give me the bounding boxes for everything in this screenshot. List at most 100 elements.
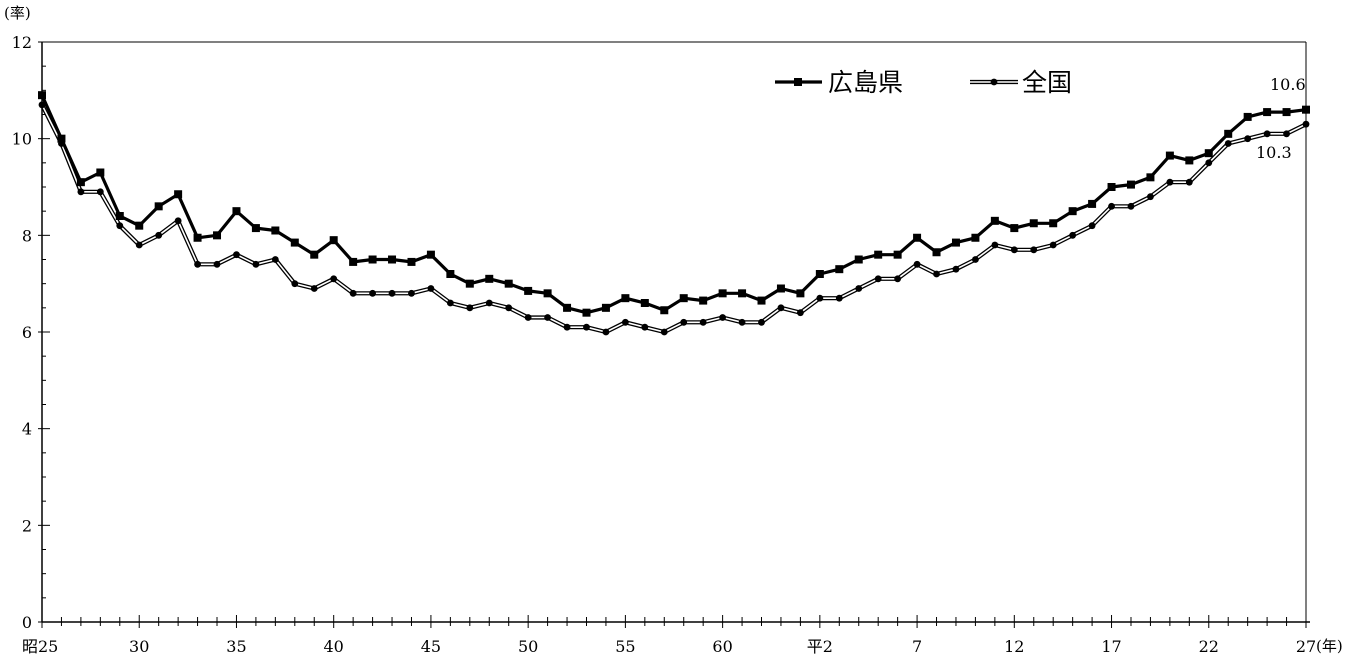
data-point: [96, 188, 104, 196]
data-point: [194, 260, 201, 268]
data-point: [135, 241, 143, 249]
data-point: [213, 231, 222, 240]
data-point: [758, 318, 765, 326]
data-point: [154, 202, 163, 211]
data-point: [699, 296, 708, 305]
data-point: [933, 270, 940, 278]
data-point: [426, 250, 435, 259]
data-point: [1166, 178, 1174, 186]
x-tick-label: 50: [518, 637, 538, 656]
data-point: [116, 222, 124, 230]
data-point: [1127, 202, 1135, 210]
data-point: [427, 285, 435, 292]
x-tick-label: 昭25: [22, 637, 58, 656]
data-point: [1088, 199, 1097, 208]
data-point: [310, 250, 319, 259]
data-point: [660, 306, 669, 315]
data-point: [972, 256, 979, 263]
data-point: [776, 284, 785, 293]
data-point: [1049, 241, 1057, 249]
labels: 10.6 10.3: [1256, 75, 1306, 162]
data-point: [874, 250, 883, 259]
data-point: [57, 134, 66, 143]
data-point: [96, 168, 105, 177]
legend-label: 広島県: [828, 68, 903, 97]
data-point: [718, 289, 727, 298]
x-tick-label: 55: [615, 637, 635, 656]
series-layer: [38, 91, 1310, 336]
data-point: [893, 250, 902, 259]
legend-label: 全国: [1022, 68, 1072, 97]
data-point: [990, 216, 999, 225]
data-point: [913, 260, 921, 268]
y-tick-label: 10: [12, 130, 32, 149]
x-tick-label: 17: [1101, 637, 1121, 656]
data-point: [543, 289, 552, 298]
data-point: [1244, 135, 1252, 143]
data-point: [1029, 219, 1038, 228]
data-point: [563, 323, 571, 331]
data-point: [757, 296, 766, 305]
data-point: [1068, 207, 1077, 216]
y-tick-label: 2: [22, 516, 32, 535]
x-tick-label: 7: [912, 637, 922, 656]
series-hiroshima: [38, 91, 1310, 317]
data-point: [524, 286, 533, 295]
data-point: [174, 217, 182, 225]
data-point: [738, 289, 747, 298]
data-point: [1224, 140, 1232, 147]
data-point: [1263, 108, 1272, 117]
x-tick-label: 12: [1004, 637, 1024, 656]
x-axis-unit: (年): [1316, 637, 1343, 655]
y-tick-label: 6: [22, 323, 32, 342]
data-point: [544, 314, 551, 321]
data-point: [465, 279, 474, 288]
x-tick-label: 平2: [807, 637, 833, 656]
legend-swatch-marker: [794, 78, 802, 86]
data-point: [233, 251, 240, 259]
data-point: [193, 233, 202, 242]
data-point: [1224, 129, 1233, 138]
data-point: [213, 260, 221, 268]
data-point: [115, 212, 124, 220]
data-point: [835, 265, 844, 274]
data-point: [777, 304, 785, 312]
data-point: [174, 190, 183, 199]
data-point: [855, 285, 863, 292]
data-point: [1010, 246, 1018, 254]
data-point: [874, 275, 882, 283]
x-tick-label: 60: [712, 637, 732, 656]
x-tick-label: 35: [226, 637, 246, 656]
series-line: [41, 104, 1307, 333]
data-point: [271, 256, 279, 263]
data-point: [719, 314, 727, 321]
data-point: [1088, 222, 1096, 230]
data-point: [271, 226, 280, 235]
data-point: [640, 299, 649, 307]
data-point: [641, 323, 649, 331]
data-point: [135, 221, 144, 230]
x-tick-label: 45: [421, 637, 441, 656]
data-point: [815, 270, 824, 278]
data-point: [310, 285, 318, 292]
data-point: [329, 236, 338, 245]
x-tick-label: 30: [129, 637, 149, 656]
y-tick-label: 8: [22, 226, 32, 245]
data-point: [1010, 224, 1019, 233]
data-point: [349, 257, 358, 266]
data-point: [1302, 120, 1310, 128]
end-value-label: 10.3: [1256, 143, 1292, 162]
data-point: [1205, 159, 1213, 167]
x-tick-label: 27: [1296, 637, 1316, 656]
data-point: [485, 299, 493, 307]
series-line: [40, 94, 1307, 315]
data-point: [1243, 112, 1252, 121]
data-point: [583, 323, 590, 331]
data-point: [738, 318, 746, 326]
end-value-label: 10.6: [1270, 75, 1306, 94]
data-point: [660, 328, 668, 336]
data-point: [835, 294, 843, 302]
data-point: [1282, 108, 1291, 117]
data-point: [330, 275, 338, 283]
legend-swatch-marker: [990, 78, 998, 86]
